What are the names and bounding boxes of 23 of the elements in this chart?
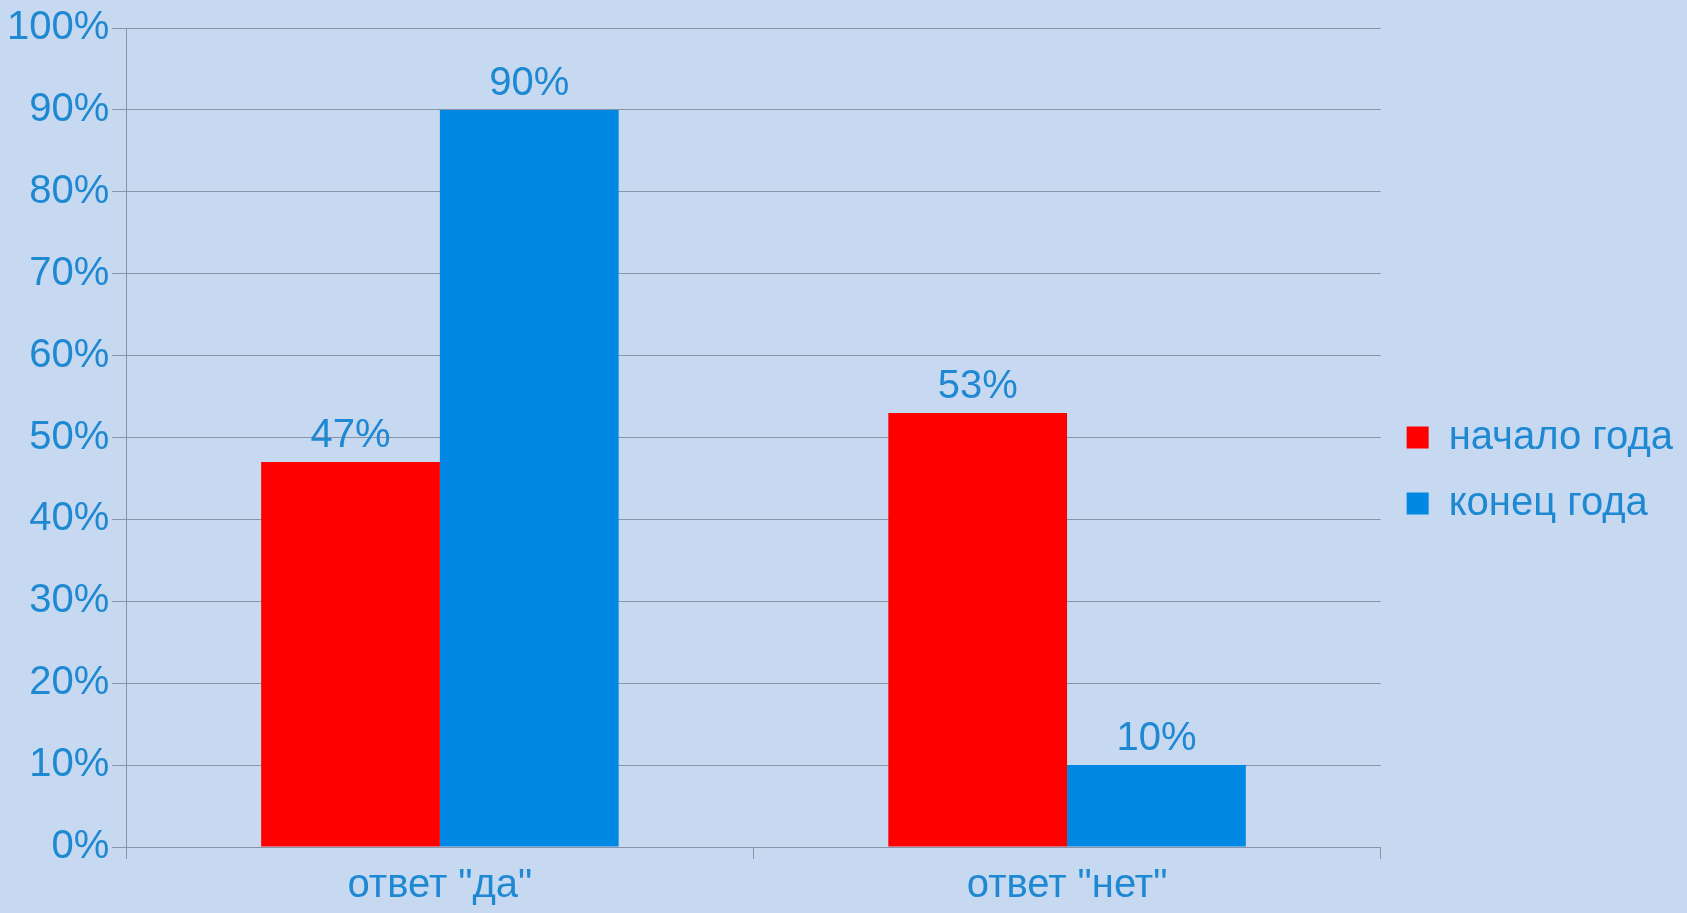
x-tick-label: ответ "да" [347,861,533,906]
y-tick-label: 10% [29,740,110,785]
x-tick-label: ответ "нет" [966,861,1168,906]
y-tick-label: 80% [29,166,110,211]
legend-label: начало года [1448,412,1674,457]
y-tick-label: 0% [51,822,110,867]
y-tick-label: 70% [29,248,110,293]
y-tick-label: 100% [6,3,110,48]
bar [888,412,1068,847]
bar [439,109,619,847]
y-tick-label: 40% [29,494,110,539]
bar [1067,765,1246,847]
y-tick-label: 30% [29,576,110,621]
bar [261,462,440,847]
data-label: 10% [1116,714,1197,759]
y-tick-label: 20% [29,658,110,703]
y-tick-label: 90% [29,84,110,129]
data-label: 90% [489,58,570,103]
data-label: 47% [310,411,391,456]
legend-label: конец года [1448,478,1649,523]
data-label: 53% [937,361,1018,406]
y-tick-label: 60% [29,330,110,375]
y-tick-label: 50% [29,412,110,457]
